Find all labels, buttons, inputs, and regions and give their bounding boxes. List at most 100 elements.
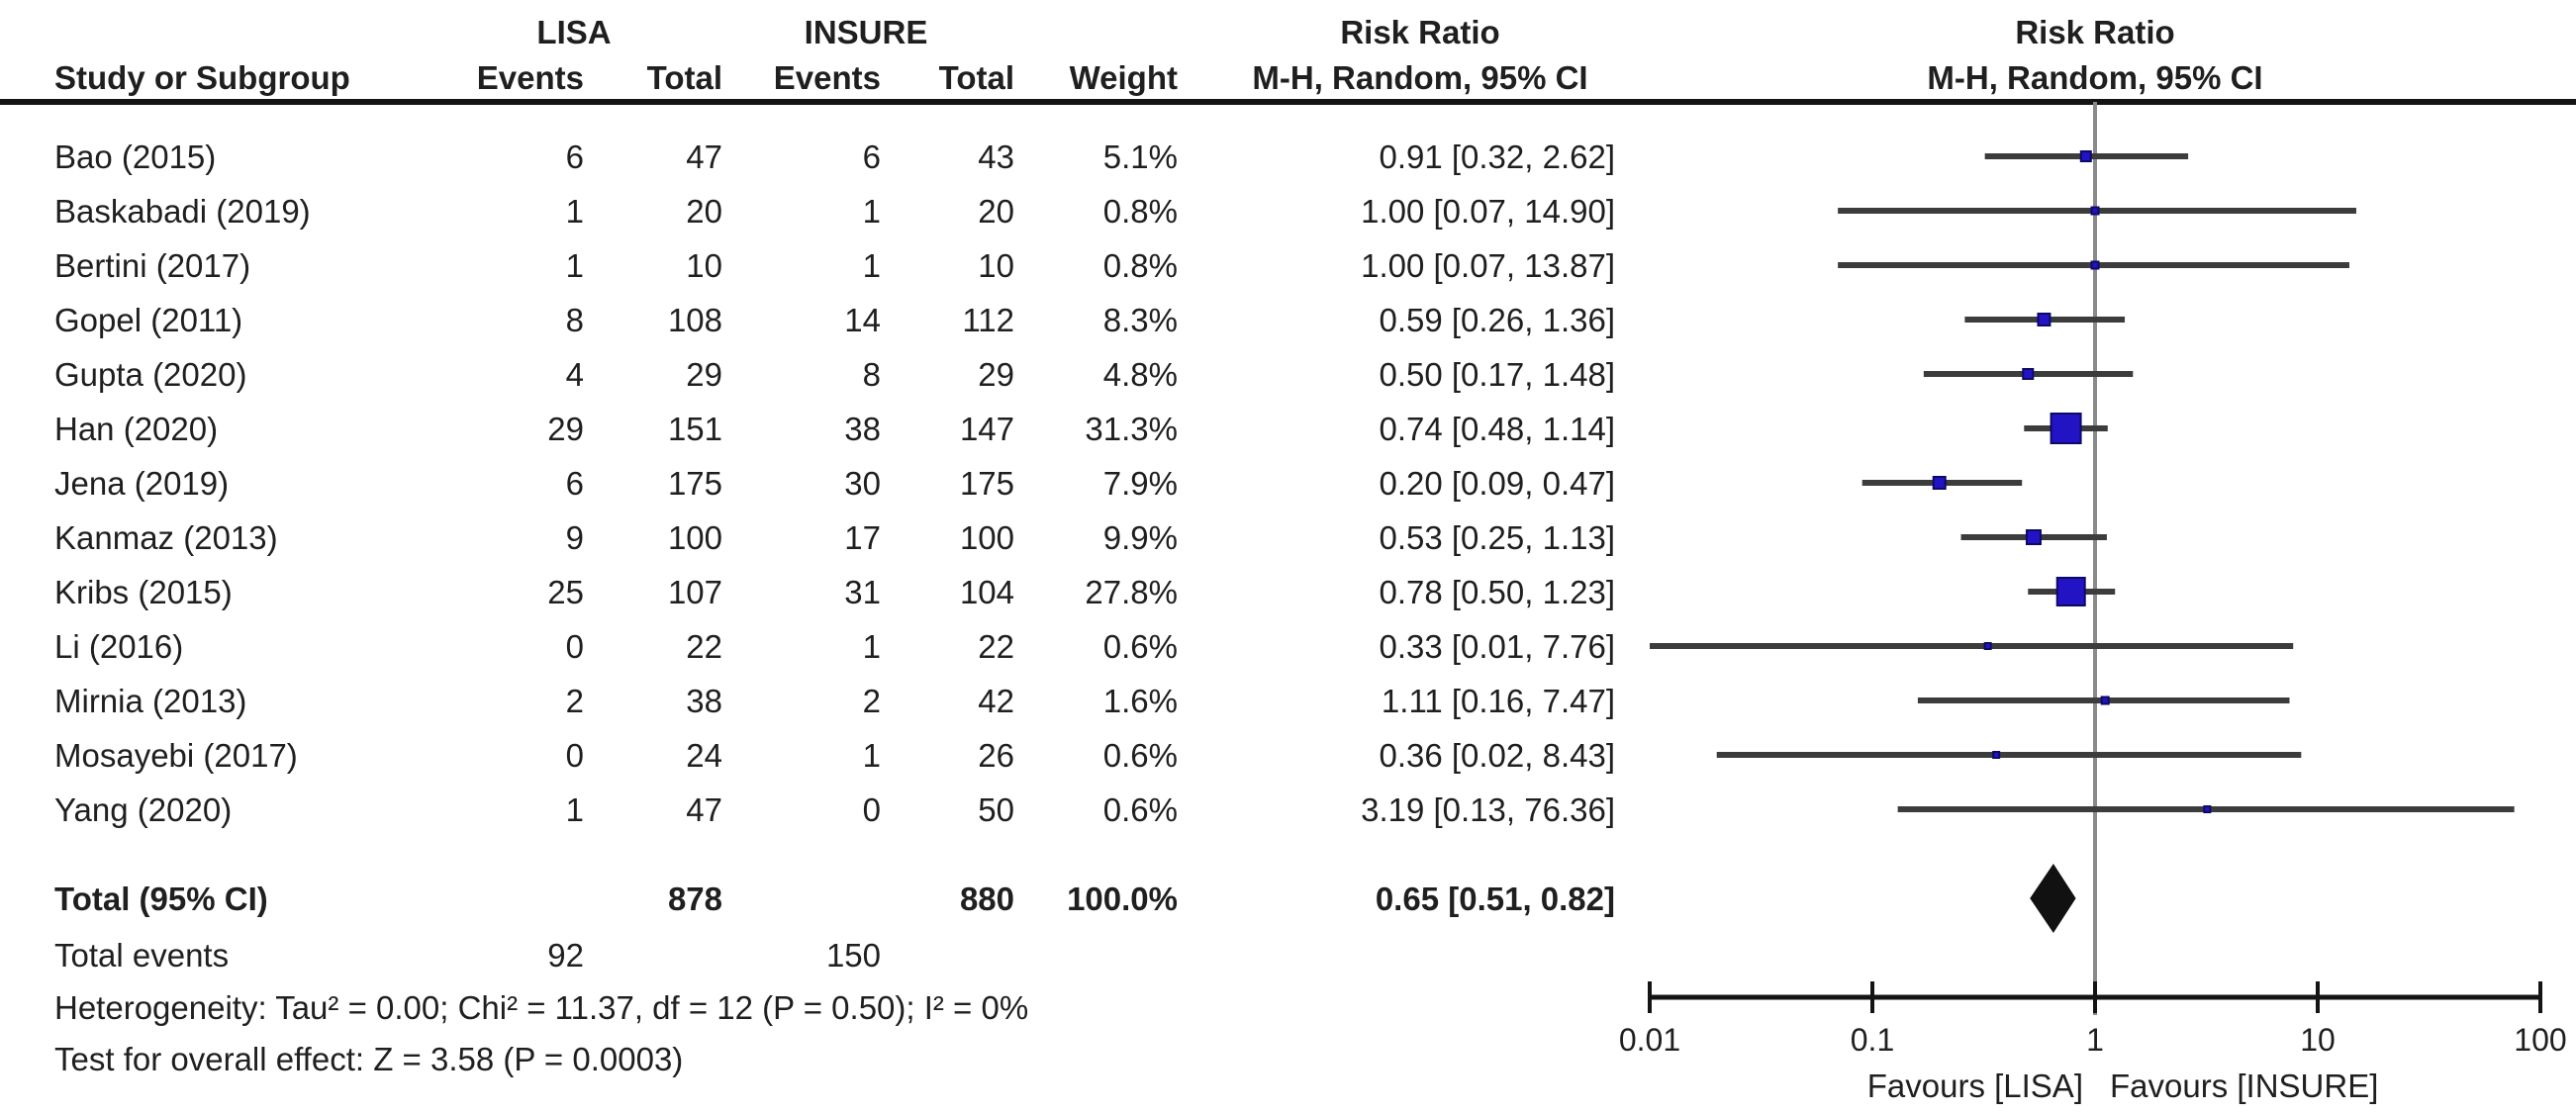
insure-total-cell: 104 — [959, 574, 1014, 610]
insure-total-cell: 10 — [978, 247, 1014, 284]
insure-events-cell: 1 — [862, 628, 881, 665]
axis-tick-label: 100 — [2514, 1022, 2566, 1058]
insure-events-cell: 17 — [844, 519, 881, 556]
insure-events-cell: 8 — [862, 356, 881, 393]
lisa-events-cell: 6 — [565, 139, 584, 175]
study-cell: Li (2016) — [54, 628, 184, 665]
study-cell: Gupta (2020) — [54, 356, 247, 393]
lisa-events-cell: 9 — [565, 519, 584, 556]
insure-events-cell: 0 — [862, 791, 881, 828]
insure-total-cell: 29 — [978, 356, 1014, 393]
study-cell: Yang (2020) — [54, 791, 233, 828]
study-cell: Bao (2015) — [54, 139, 217, 175]
axis-tick-label: 0.01 — [1619, 1022, 1680, 1058]
study-cell: Han (2020) — [54, 411, 219, 447]
lisa-total-cell: 108 — [667, 302, 722, 338]
weight-cell: 9.9% — [1102, 519, 1178, 556]
rr-ci-cell: 0.33 [0.01, 7.76] — [1379, 628, 1615, 665]
total-rr-ci: 0.65 [0.51, 0.82] — [1375, 881, 1615, 917]
insure-events-cell: 1 — [862, 737, 881, 774]
overall-effect-line: Test for overall effect: Z = 3.58 (P = 0… — [54, 1041, 684, 1077]
group-header-insure: INSURE — [804, 14, 928, 50]
effect-marker — [1983, 642, 1992, 650]
lisa-events-cell: 1 — [565, 193, 584, 230]
rr-ci-cell: 0.59 [0.26, 1.36] — [1379, 302, 1615, 338]
heterogeneity-line: Heterogeneity: Tau² = 0.00; Chi² = 11.37… — [54, 989, 1029, 1026]
insure-events-cell: 38 — [844, 411, 881, 447]
rr-ci-cell: 0.36 [0.02, 8.43] — [1379, 737, 1615, 774]
effect-marker — [2025, 529, 2042, 545]
weight-cell: 0.8% — [1102, 193, 1178, 230]
insure-total-cell: 147 — [959, 411, 1014, 447]
total-lisa-n: 878 — [667, 881, 722, 917]
rr-ci-cell: 1.11 [0.16, 7.47] — [1381, 683, 1615, 719]
rr-ci-cell: 1.00 [0.07, 14.90] — [1361, 193, 1615, 230]
study-cell: Jena (2019) — [54, 465, 230, 502]
lisa-events-cell: 29 — [547, 411, 584, 447]
lisa-total-cell: 107 — [667, 574, 722, 610]
lisa-events-cell: 1 — [565, 247, 584, 284]
weight-cell: 4.8% — [1102, 356, 1178, 393]
total-insure-n: 880 — [959, 881, 1014, 917]
column-header-insure-events: Events — [773, 59, 881, 96]
weight-cell: 0.6% — [1102, 628, 1178, 665]
insure-events-cell: 6 — [862, 139, 881, 175]
rr-ci-cell: 0.91 [0.32, 2.62] — [1379, 139, 1615, 175]
lisa-total-cell: 151 — [667, 411, 722, 447]
study-cell: Bertini (2017) — [54, 247, 251, 284]
insure-events-cell: 14 — [844, 302, 881, 338]
effect-marker — [2050, 413, 2082, 444]
rr-ci-cell: 0.50 [0.17, 1.48] — [1379, 356, 1615, 393]
axis-tick-label: 10 — [2300, 1022, 2336, 1058]
lisa-total-cell: 20 — [686, 193, 722, 230]
column-header-weight: Weight — [1069, 59, 1178, 96]
weight-cell: 0.6% — [1102, 737, 1178, 774]
rr-ci-cell: 0.20 [0.09, 0.47] — [1379, 465, 1615, 502]
insure-total-cell: 20 — [978, 193, 1014, 230]
lisa-total-cell: 22 — [686, 628, 722, 665]
weight-cell: 8.3% — [1102, 302, 1178, 338]
rr-ci-cell: 0.74 [0.48, 1.14] — [1379, 411, 1615, 447]
lisa-total-cell: 47 — [686, 139, 722, 175]
effect-marker — [2090, 260, 2100, 270]
effect-marker — [1992, 751, 2001, 759]
lisa-events-cell: 6 — [565, 465, 584, 502]
rr-ci-cell: 3.19 [0.13, 76.36] — [1361, 791, 1615, 828]
lisa-events-cell: 2 — [565, 683, 584, 719]
column-header-lisa-events: Events — [476, 59, 584, 96]
lisa-total-cell: 24 — [686, 737, 722, 774]
effect-marker — [1932, 476, 1947, 490]
effect-marker — [2079, 150, 2092, 162]
lisa-events-cell: 0 — [565, 628, 584, 665]
lisa-total-cell: 38 — [686, 683, 722, 719]
total-events-label: Total events — [54, 937, 230, 974]
study-cell: Kanmaz (2013) — [54, 519, 278, 556]
rr-ci-cell: 0.53 [0.25, 1.13] — [1379, 519, 1615, 556]
insure-events-cell: 2 — [862, 683, 881, 719]
lisa-total-cell: 10 — [686, 247, 722, 284]
weight-cell: 27.8% — [1085, 574, 1178, 610]
total-row-label: Total (95% CI) — [54, 881, 268, 917]
axis-tick-label: 0.1 — [1851, 1022, 1894, 1058]
lisa-events-cell: 25 — [547, 574, 584, 610]
column-header-study: Study or Subgroup — [54, 59, 350, 96]
column-header-lisa-total: Total — [646, 59, 722, 96]
insure-total-cell: 26 — [978, 737, 1014, 774]
study-cell: Kribs (2015) — [54, 574, 233, 610]
insure-total-cell: 100 — [959, 519, 1014, 556]
rr-ci-cell: 1.00 [0.07, 13.87] — [1361, 247, 1615, 284]
column-header-insure-total: Total — [938, 59, 1014, 96]
weight-cell: 7.9% — [1102, 465, 1178, 502]
effect-marker — [2022, 368, 2035, 380]
weight-cell: 1.6% — [1102, 683, 1178, 719]
favours-left-label: Favours [LISA] — [1866, 1068, 2083, 1104]
axis-tick-label: 1 — [2086, 1022, 2104, 1058]
favours-right-label: Favours [INSURE] — [2110, 1068, 2379, 1104]
study-cell: Mosayebi (2017) — [54, 737, 298, 774]
effect-marker — [2037, 313, 2051, 326]
rr-ci-cell: 0.78 [0.50, 1.23] — [1379, 574, 1615, 610]
weight-cell: 0.8% — [1102, 247, 1178, 284]
lisa-total-cell: 47 — [686, 791, 722, 828]
header-divider — [0, 99, 2576, 105]
insure-total-cell: 50 — [978, 791, 1014, 828]
